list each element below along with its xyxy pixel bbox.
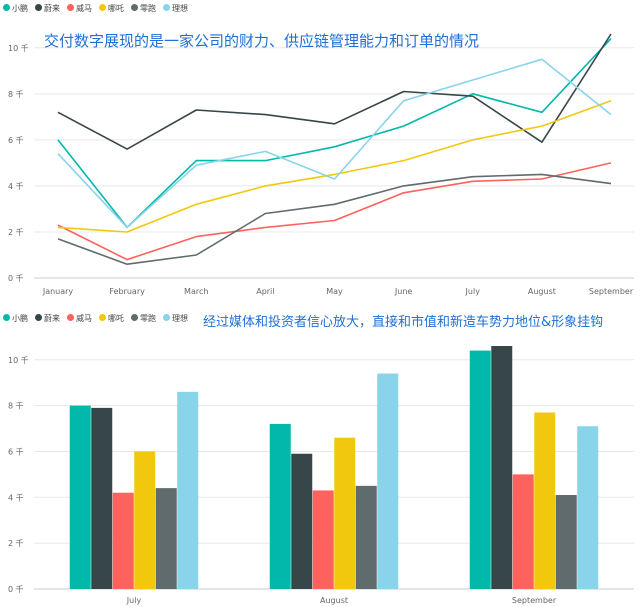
x-tick-label: July <box>126 596 142 605</box>
x-tick-label: April <box>256 287 274 296</box>
x-tick-label: June <box>394 287 413 296</box>
bar-july-5 <box>155 488 177 589</box>
bar-august-5 <box>355 485 377 589</box>
series-line-6 <box>57 58 612 229</box>
bar-august-2 <box>291 453 313 589</box>
legend-label: 威马 <box>76 3 92 13</box>
bar-september-3 <box>512 474 534 589</box>
x-tick-label: August <box>320 596 348 605</box>
legend-label: 哪吒 <box>108 314 124 323</box>
legend-marker <box>35 4 42 11</box>
y-tick-label: 6 千 <box>8 135 24 145</box>
bar-august-3 <box>312 490 334 589</box>
y-tick-label: 6 千 <box>8 446 24 456</box>
legend-item-4: 哪吒 <box>99 4 124 13</box>
bar-chart: 小鹏 蔚来 威马 哪吒 零跑 理想 0 千 2 千 4 千 6 千 8 千 10 千 July Augus… <box>3 313 634 605</box>
legend-item-3: 威马 <box>67 3 92 13</box>
y-tick-label: 10 千 <box>8 43 29 53</box>
legend-marker <box>67 314 74 321</box>
series-line-3 <box>57 162 612 261</box>
bar-august-6 <box>377 373 399 589</box>
legend-marker <box>163 4 170 11</box>
legend-label: 小鹏 <box>12 313 28 323</box>
y-tick-label: 2 千 <box>8 538 24 548</box>
bar-september-4 <box>534 412 556 589</box>
legend-marker <box>3 4 10 11</box>
x-tick-label: August <box>528 287 556 296</box>
bar-july-2 <box>91 407 113 589</box>
legend-marker <box>99 314 106 321</box>
x-tick-label: March <box>184 287 208 296</box>
x-tick-label: July <box>465 287 481 296</box>
series-line-1 <box>57 38 612 229</box>
chart-caption: 交付数字展现的是一家公司的财力、供应链管理能力和订单的情况 <box>44 32 479 50</box>
legend-label: 零跑 <box>140 314 156 323</box>
y-tick-label: 4 千 <box>8 492 24 502</box>
legend-item-6: 理想 <box>163 3 188 13</box>
legend-marker <box>35 314 42 321</box>
legend-item-3: 威马 <box>67 313 92 323</box>
legend-marker <box>163 314 170 321</box>
bar-july-3 <box>112 492 134 589</box>
legend-label: 蔚来 <box>44 3 60 13</box>
y-tick-label: 8 千 <box>8 401 24 411</box>
bar-september-5 <box>555 495 577 589</box>
legend-label: 零跑 <box>140 4 156 13</box>
legend-item-5: 零跑 <box>131 314 156 323</box>
bar-august-1 <box>269 423 291 589</box>
bar-july-1 <box>69 405 91 589</box>
bar-july-4 <box>134 451 156 589</box>
x-tick-label: September <box>589 287 634 296</box>
legend-marker <box>131 4 138 11</box>
legend-label: 理想 <box>172 313 188 323</box>
legend-item-2: 蔚来 <box>35 3 60 13</box>
bar-september-1 <box>469 350 491 589</box>
y-tick-label: 0 千 <box>8 584 24 594</box>
series-line-4 <box>57 100 612 233</box>
x-tick-label: September <box>512 596 557 605</box>
legend-item-2: 蔚来 <box>35 313 60 323</box>
bar-july-6 <box>177 391 199 589</box>
y-tick-label: 10 千 <box>8 355 29 365</box>
legend-item-1: 小鹏 <box>3 313 28 323</box>
legend-label: 小鹏 <box>12 3 28 13</box>
bar-september-6 <box>577 426 599 589</box>
y-tick-label: 8 千 <box>8 89 24 99</box>
legend-label: 蔚来 <box>44 313 60 323</box>
y-tick-label: 2 千 <box>8 227 24 237</box>
legend-marker <box>67 4 74 11</box>
y-tick-label: 0 千 <box>8 273 24 283</box>
legend-item-6: 理想 <box>163 313 188 323</box>
legend-item-5: 零跑 <box>131 4 156 13</box>
legend-item-1: 小鹏 <box>3 3 28 13</box>
legend-label: 哪吒 <box>108 4 124 13</box>
x-tick-label: February <box>109 287 145 296</box>
legend-marker <box>3 314 10 321</box>
legend-label: 理想 <box>172 3 188 13</box>
series-line-5 <box>57 173 612 266</box>
line-chart: 小鹏 蔚来 威马 哪吒 零跑 理想 0 千 2 千 4 千 6 千 8 千 10 千 January Fe… <box>3 3 634 296</box>
series-line-2 <box>57 33 612 150</box>
legend-label: 威马 <box>76 313 92 323</box>
chart-caption: 经过媒体和投资者信心放大，直接和市值和新造车势力地位&形象挂钩 <box>203 314 603 330</box>
y-tick-label: 4 千 <box>8 181 24 191</box>
bar-august-4 <box>334 437 356 589</box>
legend-item-4: 哪吒 <box>99 314 124 323</box>
bar-september-2 <box>491 346 513 589</box>
x-tick-label: January <box>42 287 74 296</box>
x-tick-label: May <box>326 287 343 296</box>
legend-marker <box>131 314 138 321</box>
legend-marker <box>99 4 106 11</box>
